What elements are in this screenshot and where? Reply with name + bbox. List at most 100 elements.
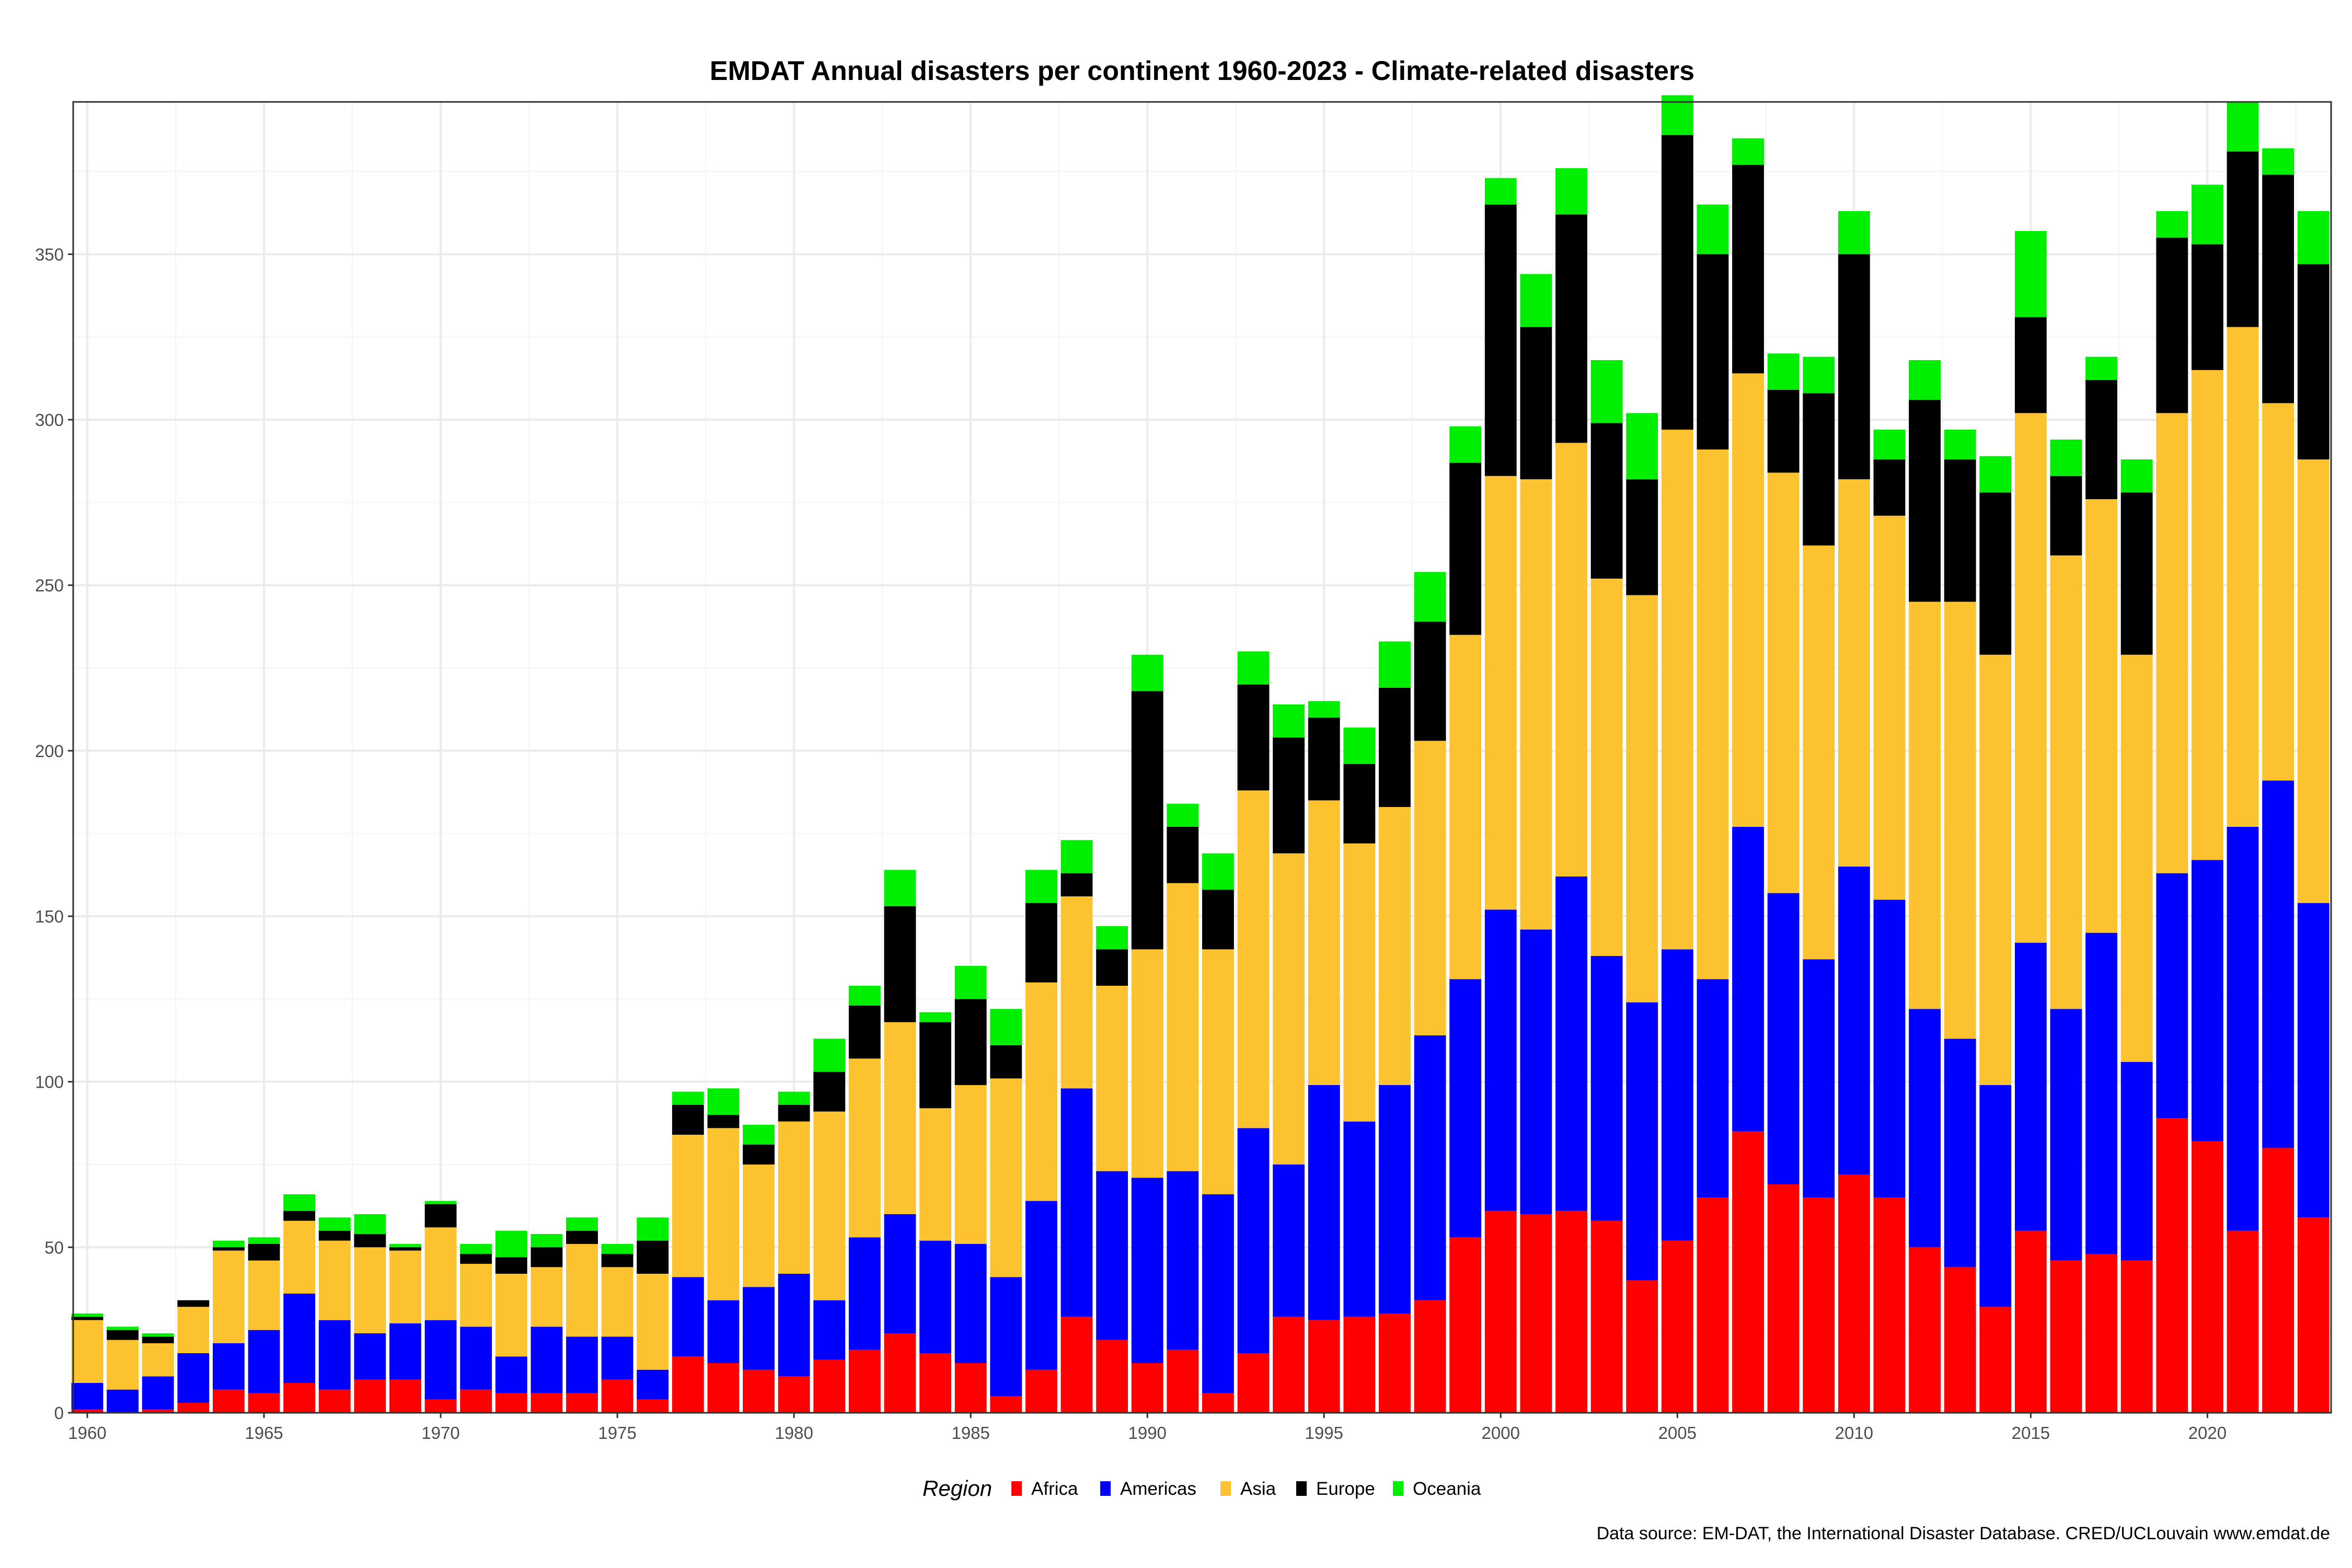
bar-americas-1997 bbox=[1379, 1085, 1411, 1313]
bar-europe-1964 bbox=[213, 1247, 245, 1251]
bar-africa-2022 bbox=[2262, 1148, 2295, 1413]
bar-americas-2005 bbox=[1661, 949, 1693, 1241]
bar-oceania-1966 bbox=[283, 1194, 316, 1211]
bar-oceania-2015 bbox=[2014, 231, 2047, 317]
bar-oceania-1976 bbox=[637, 1217, 669, 1241]
bar-oceania-2022 bbox=[2262, 148, 2295, 175]
bar-africa-2006 bbox=[1697, 1197, 1729, 1413]
bar-europe-1967 bbox=[318, 1230, 351, 1241]
grid-minor bbox=[73, 102, 2331, 1413]
bar-europe-1992 bbox=[1202, 890, 1234, 950]
bar-asia-1962 bbox=[142, 1343, 174, 1377]
bar-africa-1985 bbox=[954, 1363, 987, 1413]
bar-asia-1996 bbox=[1343, 843, 1376, 1122]
bar-americas-2021 bbox=[2227, 827, 2259, 1231]
bar-africa-1983 bbox=[884, 1333, 916, 1413]
bar-oceania-1967 bbox=[318, 1217, 351, 1231]
bar-africa-1984 bbox=[919, 1353, 951, 1413]
bar-americas-1982 bbox=[848, 1237, 881, 1350]
y-tick-label: 100 bbox=[35, 1073, 64, 1092]
bar-europe-1984 bbox=[919, 1022, 951, 1109]
bar-asia-1963 bbox=[177, 1307, 210, 1353]
bar-oceania-2008 bbox=[1767, 353, 1800, 390]
bar-americas-1986 bbox=[990, 1277, 1022, 1397]
bar-europe-1998 bbox=[1414, 621, 1446, 741]
bar-americas-2006 bbox=[1697, 979, 1729, 1198]
bar-europe-1965 bbox=[248, 1244, 280, 1261]
bar-europe-1970 bbox=[424, 1204, 457, 1228]
bar-americas-1967 bbox=[318, 1320, 351, 1390]
bar-europe-1985 bbox=[954, 999, 987, 1085]
bar-africa-2002 bbox=[1555, 1210, 1587, 1413]
legend-swatch-europe bbox=[1296, 1481, 1307, 1496]
bar-oceania-1982 bbox=[848, 986, 881, 1006]
bar-asia-1982 bbox=[848, 1058, 881, 1238]
bar-africa-1999 bbox=[1449, 1237, 1482, 1413]
x-tick-label: 2010 bbox=[1835, 1423, 1873, 1443]
bar-africa-1973 bbox=[531, 1393, 563, 1413]
bar-oceania-1969 bbox=[389, 1244, 421, 1248]
bar-asia-2017 bbox=[2085, 499, 2117, 933]
bar-americas-1994 bbox=[1273, 1165, 1305, 1317]
bar-europe-1961 bbox=[107, 1330, 139, 1340]
bar-americas-2017 bbox=[2085, 932, 2117, 1254]
bar-oceania-2021 bbox=[2227, 102, 2259, 152]
x-tick-label: 2015 bbox=[2012, 1423, 2050, 1443]
bar-africa-2005 bbox=[1661, 1240, 1693, 1413]
bar-asia-1972 bbox=[495, 1274, 527, 1357]
legend-title: Region bbox=[923, 1476, 992, 1501]
bar-oceania-1995 bbox=[1308, 701, 1340, 718]
bar-europe-1994 bbox=[1273, 737, 1305, 854]
bar-africa-1960 bbox=[71, 1409, 103, 1413]
bar-europe-2000 bbox=[1484, 204, 1517, 476]
bar-africa-1980 bbox=[778, 1376, 810, 1413]
bar-africa-2020 bbox=[2191, 1141, 2223, 1413]
y-tick-label: 300 bbox=[35, 410, 64, 430]
bar-europe-1969 bbox=[389, 1247, 421, 1251]
bar-asia-1981 bbox=[813, 1111, 846, 1300]
bar-africa-1976 bbox=[637, 1399, 669, 1413]
bar-americas-1989 bbox=[1096, 1171, 1128, 1340]
x-tick-label: 1995 bbox=[1305, 1423, 1343, 1443]
x-tick-label: 2005 bbox=[1658, 1423, 1697, 1443]
bar-africa-2008 bbox=[1767, 1184, 1800, 1413]
bar-asia-2016 bbox=[2050, 555, 2082, 1009]
bar-europe-1978 bbox=[707, 1115, 740, 1128]
bar-oceania-2009 bbox=[1803, 356, 1835, 394]
bar-americas-1976 bbox=[637, 1369, 669, 1400]
bar-asia-1989 bbox=[1096, 986, 1128, 1171]
bar-oceania-1990 bbox=[1131, 654, 1163, 691]
bar-europe-1993 bbox=[1237, 684, 1270, 791]
bar-asia-1975 bbox=[601, 1267, 633, 1337]
bar-oceania-1979 bbox=[743, 1125, 775, 1145]
bar-americas-1998 bbox=[1414, 1035, 1446, 1300]
bar-asia-2004 bbox=[1626, 595, 1658, 1002]
bar-africa-1981 bbox=[813, 1359, 846, 1413]
bar-asia-1995 bbox=[1308, 800, 1340, 1085]
bar-asia-2000 bbox=[1484, 476, 1517, 910]
bar-europe-1966 bbox=[283, 1210, 316, 1221]
bar-americas-1995 bbox=[1308, 1085, 1340, 1320]
bar-asia-1983 bbox=[884, 1022, 916, 1214]
bar-americas-2010 bbox=[1838, 867, 1870, 1174]
bar-asia-1992 bbox=[1202, 949, 1234, 1194]
bar-europe-1972 bbox=[495, 1257, 527, 1274]
bar-europe-2008 bbox=[1767, 390, 1800, 473]
bar-americas-2011 bbox=[1873, 900, 1906, 1198]
bar-americas-1981 bbox=[813, 1300, 846, 1360]
bar-oceania-2018 bbox=[2120, 459, 2153, 493]
legend-swatch-asia bbox=[1220, 1481, 1231, 1496]
bar-americas-1990 bbox=[1131, 1178, 1163, 1363]
bar-europe-2021 bbox=[2227, 152, 2259, 327]
bar-asia-1999 bbox=[1449, 635, 1482, 979]
bar-oceania-1981 bbox=[813, 1039, 846, 1072]
bar-americas-2016 bbox=[2050, 1009, 2082, 1261]
bar-americas-2023 bbox=[2297, 903, 2330, 1218]
bar-asia-1970 bbox=[424, 1227, 457, 1320]
bar-americas-1964 bbox=[213, 1343, 245, 1390]
bar-oceania-1975 bbox=[601, 1244, 633, 1254]
bar-oceania-2020 bbox=[2191, 185, 2223, 245]
bar-asia-1991 bbox=[1167, 883, 1199, 1171]
bar-americas-2012 bbox=[1909, 1009, 1941, 1248]
bar-africa-1998 bbox=[1414, 1300, 1446, 1413]
